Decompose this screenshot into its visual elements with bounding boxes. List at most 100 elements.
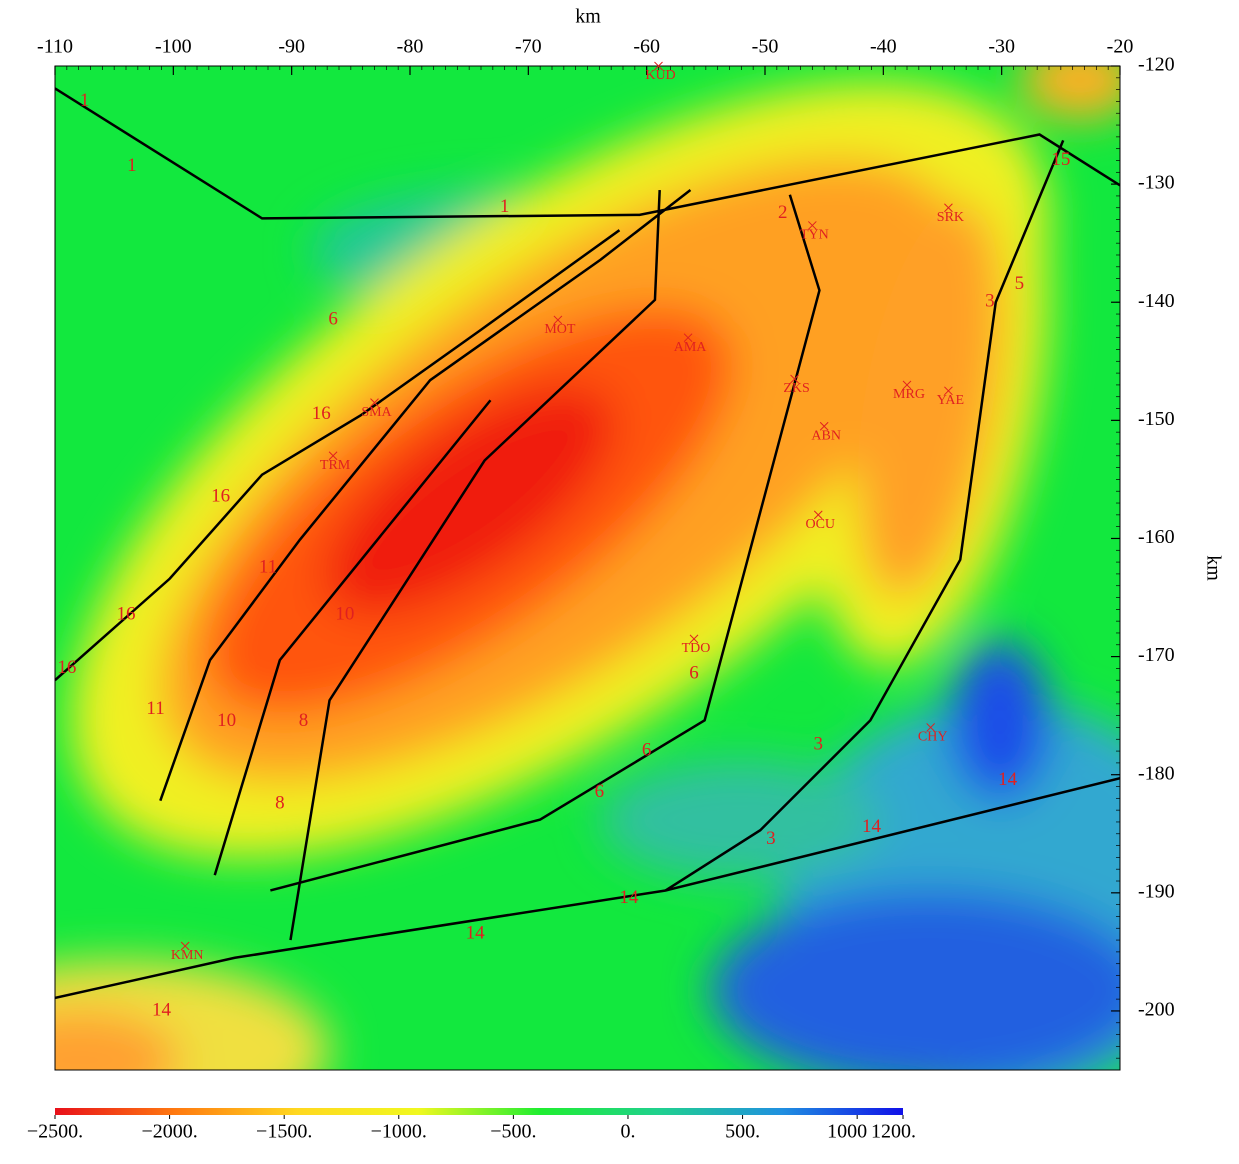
place-marker [553, 315, 563, 325]
place-label: ZKS [783, 381, 809, 396]
zone-label: 14 [619, 887, 639, 908]
y-tick-label: -150 [1138, 408, 1175, 430]
field [55, 66, 1120, 1070]
colorbar-tick-label: −2500. [27, 1121, 83, 1143]
zone-label: 15 [1051, 149, 1070, 170]
place-marker [328, 451, 338, 461]
zone-label: 3 [985, 291, 995, 312]
fault-line [270, 194, 821, 892]
zone-label: 16 [312, 403, 331, 424]
fault-line [159, 189, 692, 802]
overlay: -110 -100 -90 -80 -70 -60 -50 -40 -30 -20-120 -130… [27, 36, 1175, 1143]
zone-label: 1 [80, 90, 90, 111]
x-tick-label: -30 [988, 36, 1015, 58]
fault-line [55, 777, 1120, 1000]
y-tick-label: -160 [1138, 526, 1175, 548]
place-label: CHY [918, 730, 948, 745]
colorbar-tick-label: 0. [620, 1121, 635, 1143]
zone-label: 6 [595, 781, 605, 802]
place-marker [926, 723, 936, 732]
zone-label: 2 [778, 202, 788, 223]
colorbar-tick-label: −1500. [256, 1121, 312, 1143]
y-tick-label: -120 [1138, 54, 1175, 76]
place-marker [807, 221, 817, 230]
place-marker [944, 386, 953, 396]
y-tick-label: -140 [1138, 290, 1175, 312]
colorbar-tick-label: −2000. [141, 1121, 197, 1143]
colorbar-tick-label: −500. [490, 1121, 536, 1143]
place-marker [180, 941, 190, 951]
y-axis-title: km [1202, 555, 1224, 581]
zone-label: 10 [217, 710, 236, 731]
x-tick-label: -50 [752, 36, 779, 58]
place-label: AMA [674, 340, 708, 355]
fault-line [55, 87, 1120, 220]
colorbar-tick-label: 1200. [871, 1121, 916, 1143]
colorbar-tick-label: −1000. [371, 1121, 427, 1143]
y-tick-label: -180 [1138, 762, 1175, 784]
zone-label: 3 [766, 828, 776, 849]
place-marker [902, 380, 912, 390]
place-label: MRG [893, 387, 925, 402]
place-label: KUD [645, 68, 675, 83]
y-tick-label: -130 [1138, 172, 1175, 194]
zone-label: 8 [275, 793, 285, 814]
place-label: MOT [544, 322, 576, 337]
x-tick-label: -90 [278, 36, 305, 58]
zone-label: 1 [500, 196, 510, 217]
place-label: YAE [937, 393, 964, 408]
place-marker [689, 634, 699, 644]
zone-label: 3 [814, 734, 824, 755]
colorbar-tick-label: 1000 [827, 1121, 867, 1143]
y-tick-label: -200 [1138, 999, 1175, 1021]
place-marker [944, 203, 953, 213]
x-tick-label: -70 [515, 36, 542, 58]
x-tick-label: -40 [870, 36, 897, 58]
y-tick-label: -170 [1138, 644, 1175, 666]
x-tick-label: -80 [397, 36, 424, 58]
zone-label: 6 [642, 739, 652, 760]
y-tick-label: -190 [1138, 880, 1175, 902]
x-tick-label: -110 [37, 36, 73, 58]
place-label: TDO [682, 641, 711, 656]
fault-line [213, 399, 492, 876]
x-tick-label: -100 [155, 36, 192, 58]
zone-label: 16 [211, 485, 230, 506]
place-label: KMN [171, 948, 204, 963]
zone-label: 16 [57, 657, 76, 678]
zone-label: 14 [998, 769, 1018, 790]
place-marker [370, 398, 379, 407]
zone-label: 6 [689, 663, 699, 684]
zone-label: 11 [146, 698, 164, 719]
colorbar-tick-label: 500. [725, 1121, 760, 1143]
zone-label: 6 [328, 308, 338, 329]
fault-line [664, 139, 1065, 892]
faults [55, 87, 1120, 1000]
x-axis-title: km [575, 6, 601, 28]
zone-label: 14 [466, 923, 486, 944]
place-marker [813, 510, 823, 520]
place-marker [654, 61, 663, 71]
place-label: OCU [805, 517, 835, 532]
place-label: ABN [811, 428, 841, 443]
colorbar [55, 1108, 903, 1115]
x-tick-label: -20 [1107, 36, 1134, 58]
zone-label: 5 [1015, 273, 1025, 294]
zone-label: 1 [127, 155, 137, 176]
zone-label: 8 [299, 710, 309, 731]
place-label: TRM [320, 458, 351, 473]
zone-label: 16 [117, 604, 136, 625]
fault-line [55, 229, 621, 682]
zone-label: 10 [335, 604, 354, 625]
zone-label: 11 [259, 556, 277, 577]
place-marker [683, 333, 693, 343]
place-label: SRK [937, 210, 964, 225]
zone-label: 14 [862, 816, 882, 837]
place-marker [819, 421, 829, 431]
place-marker [790, 374, 799, 384]
fault-line [289, 189, 661, 941]
zone-label: 14 [152, 999, 172, 1020]
x-tick-label: -60 [633, 36, 660, 58]
place-label: SMA [361, 405, 392, 420]
